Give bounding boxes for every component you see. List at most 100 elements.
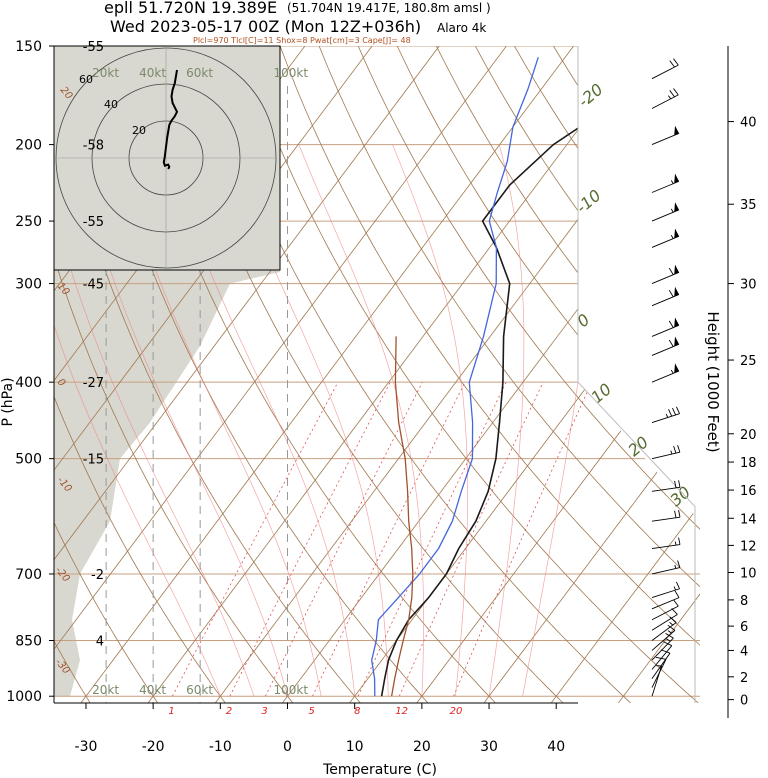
axes: 1502002503004005007008501000-55-58-55-45… [6, 39, 756, 755]
pressure-tick-label: 400 [15, 375, 42, 391]
pressure-tick-label: 250 [15, 214, 42, 230]
wind-barb [651, 406, 680, 423]
x-tick-label: 10 [346, 739, 364, 755]
dry-adiabat [54, 46, 226, 703]
mixing-ratio-label: 20 [450, 706, 463, 717]
profile-series-2 [390, 336, 414, 697]
profile-lines [371, 46, 700, 697]
wind-speed-label-top: 100kt [274, 66, 309, 80]
moist-adiabat [223, 144, 389, 697]
x-tick-label: -30 [75, 739, 98, 755]
isotherm-label: -10 [572, 186, 604, 217]
dry-adiabat-label: 0 [55, 377, 68, 389]
standard-temp-label: -15 [83, 453, 104, 468]
wind-barbs [651, 58, 681, 697]
mixing-ratio-label: 12 [395, 706, 408, 717]
mixing-ratio-label: 8 [354, 706, 360, 717]
dry-adiabat [318, 46, 700, 703]
standard-temp-label: -27 [83, 376, 104, 391]
moist-adiabat [72, 144, 288, 697]
mixing-ratio-line [229, 382, 391, 697]
wind-speed-label-top: 40kt [139, 66, 166, 80]
height-tick-label: 16 [740, 484, 757, 499]
wind-speed-label-top: 60kt [186, 66, 213, 80]
height-tick-label: 25 [740, 354, 757, 369]
standard-temp-label: -2 [91, 568, 104, 583]
isotherm-line [54, 46, 507, 703]
height-tick-label: 20 [740, 428, 757, 443]
wind-barb [651, 616, 677, 641]
wind-barb [651, 649, 671, 679]
height-tick-label: 18 [740, 456, 757, 471]
wind-barb [651, 286, 680, 307]
wind-barb [651, 445, 681, 460]
wind-speed-label-bottom: 100kt [274, 683, 309, 697]
profile-series-1 [371, 56, 539, 697]
wind-barb [651, 173, 680, 193]
height-tick-label: 0 [740, 694, 748, 709]
hodo-ring-label: 40 [104, 98, 118, 111]
height-tick-label: 35 [740, 198, 757, 213]
isotherm-line [483, 46, 700, 703]
dry-adiabat [123, 46, 496, 703]
station-title: epll 51.720N 19.389E [104, 0, 277, 17]
hodo-ring-label: 60 [79, 73, 93, 86]
mixing-ratio-line [398, 382, 544, 697]
standard-temp-label: 4 [96, 635, 104, 650]
hodograph: 20 40 60 [53, 45, 281, 271]
wind-barb [651, 317, 680, 337]
wind-barb [651, 264, 680, 284]
wind-barb [651, 363, 680, 383]
dry-adiabat [54, 46, 159, 703]
height-tick-label: 2 [740, 671, 748, 686]
wind-barb [651, 228, 680, 248]
x-tick-label: 20 [413, 739, 431, 755]
dry-adiabat [201, 46, 631, 703]
isotherm-line [54, 46, 373, 703]
isotherm-line [54, 46, 440, 703]
x-tick-label: 0 [283, 739, 292, 755]
valid-time: Wed 2023-05-17 00Z (Mon 12Z+036h) [110, 17, 421, 36]
wind-barb [651, 202, 680, 222]
wind-barb [651, 88, 679, 109]
right-frame [577, 46, 696, 703]
pressure-tick-label: 1000 [6, 689, 42, 705]
location-subtitle: (51.704N 19.417E, 180.8m amsl ) [287, 1, 491, 15]
x-axis-label: Temperature (C) [322, 762, 437, 778]
pressure-tick-label: 200 [15, 138, 42, 154]
dry-adiabat [357, 46, 700, 703]
isotherm-line [147, 46, 642, 703]
pressure-tick-label: 150 [15, 39, 42, 55]
height-tick-label: 6 [740, 620, 748, 635]
height-axis-label: Height (1000 Feet) [704, 311, 722, 452]
wind-barb [651, 599, 679, 621]
height-tick-label: 40 [740, 116, 757, 131]
wind-barb [651, 560, 681, 575]
height-tick-label: 14 [740, 512, 757, 527]
wind-barb [651, 633, 674, 661]
isotherm-label: 0 [573, 310, 593, 331]
dry-adiabat [162, 46, 564, 703]
wind-barb [651, 58, 679, 80]
mixing-ratio-label: 1 [168, 706, 174, 717]
wind-speed-label-top: 20kt [92, 66, 119, 80]
stability-indices: Plcl=970 Tlcl[C]=11 Shox=8 Pwat[cm]=3 Ca… [193, 36, 411, 45]
mixing-ratio-line [172, 382, 339, 697]
pressure-tick-label: 700 [15, 567, 42, 583]
mixing-ratio-label: 5 [309, 706, 315, 717]
height-tick-label: 8 [740, 594, 748, 609]
profile-series-0 [380, 46, 700, 697]
wind-barb [651, 480, 681, 492]
height-tick-label: 12 [740, 539, 757, 554]
wind-barb [651, 510, 681, 522]
dry-adiabat [240, 46, 699, 703]
wind-barb [651, 537, 681, 550]
pressure-tick-label: 850 [15, 634, 42, 650]
isotherm-label: 10 [587, 379, 615, 407]
isotherm-line [550, 46, 700, 703]
mixing-ratio-line [312, 382, 466, 697]
model-name: Alaro 4k [437, 21, 486, 35]
dry-adiabat [279, 46, 700, 703]
standard-temp-label: -55 [83, 40, 104, 55]
